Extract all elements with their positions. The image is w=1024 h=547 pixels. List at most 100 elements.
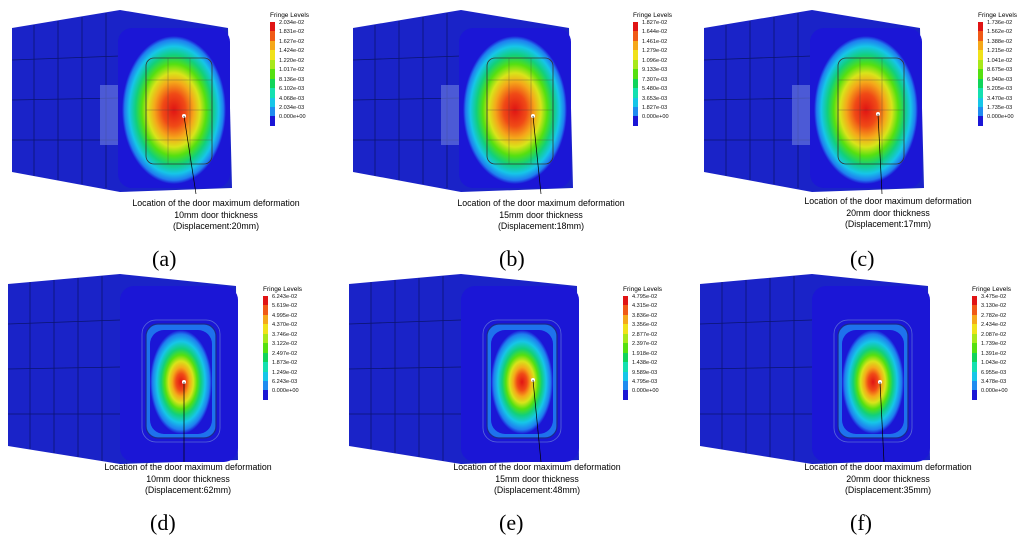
fea-model-render [11,10,232,195]
caption-thickness: 20mm door thickness [846,473,930,484]
fringe-value: 0.000e+00 [632,388,659,395]
fringe-value: 3.470e-03 [987,95,1013,102]
fringe-value: 1.220e-02 [279,57,305,64]
caption: Location of the door maximum deformation… [116,198,316,233]
color-scale-segment [623,362,628,372]
color-scale-segment [633,22,638,32]
fringe-value: 2.034e-03 [279,104,305,111]
fringe-value: 1.918e-02 [632,350,658,357]
caption-thickness: 10mm door thickness [174,209,258,220]
color-scale-segment [270,97,275,107]
color-scale-segment [623,314,628,325]
color-scale-segment [263,305,268,315]
fringe-value: 6.243e-03 [272,378,298,385]
color-scale-segment [623,352,628,363]
side-grille [792,85,810,145]
panel-label: (f) [850,510,872,535]
fringe-value: 6.940e-03 [987,76,1013,83]
fringe-title: Fringe Levels [623,286,663,293]
fringe-value: 1.391e-02 [981,350,1007,357]
color-scale-bar [972,296,977,400]
color-scale-segment [972,352,977,363]
fringe-value: 7.307e-03 [642,76,668,83]
caption-location: Location of the door maximum deformation [457,198,625,208]
fringe-value: 2.034e-02 [279,20,305,26]
fringe-value: 1.627e-02 [279,38,305,45]
color-scale-segment [270,88,275,98]
color-scale-segment [972,343,977,353]
fringe-value: 3.122e-02 [272,341,298,348]
panel-label: (e) [499,510,524,535]
fringe-value: 2.877e-02 [632,331,658,338]
caption: Location of the door maximum deformation… [437,462,637,497]
color-scale-bar [270,22,275,126]
caption-location: Location of the door maximum deformation [453,462,621,472]
fringe-value: 3.130e-02 [981,303,1007,310]
fringe-value: 4.315e-02 [632,303,658,310]
color-scale-segment [623,390,628,400]
color-scale-segment [633,116,638,126]
figure-panel-e: Fringe Levels 4.795e-02 4.315e-02 3.836e… [341,274,682,547]
color-scale-segment [978,40,983,51]
fringe-value: 5.480e-03 [642,86,668,93]
color-scale-segment [270,22,275,32]
fringe-title: Fringe Levels [972,286,1012,293]
color-scale-segment [978,106,983,117]
fringe-value: 2.497e-02 [272,350,298,357]
fringe-value: 4.370e-02 [272,322,298,329]
color-scale-segment [263,380,268,391]
fringe-value: 1.041e-02 [987,57,1013,64]
caption-displacement: (Displacement:18mm) [497,221,585,231]
fringe-value: 1.739e-02 [981,341,1007,348]
color-scale-segment [978,116,983,126]
color-scale-segment [270,50,275,60]
caption-thickness: 15mm door thickness [495,473,579,484]
fringe-value: 3.746e-02 [272,331,298,338]
fringe-value: 2.397e-02 [632,341,658,348]
fringe-value: 0.000e+00 [272,388,299,395]
fringe-value: 2.434e-02 [981,322,1007,329]
color-scale-segment [972,324,977,334]
color-scale-segment [270,40,275,51]
fringe-value: 3.653e-03 [642,95,668,102]
color-scale-segment [972,296,977,306]
color-scale-segment [623,305,628,315]
fringe-value: 3.356e-02 [632,322,658,329]
fringe-value: 4.795e-03 [632,378,658,385]
fringe-value: 5.619e-02 [272,303,298,310]
color-scale-segment [263,314,268,325]
fringe-value: 1.827e-03 [642,104,668,111]
color-scale-segment [978,97,983,107]
color-scale-segment [978,69,983,79]
color-scale-segment [972,380,977,391]
leader-line [183,115,197,195]
fringe-value: 1.461e-02 [642,38,668,45]
fringe-value: 5.205e-03 [987,86,1013,93]
color-scale-segment [270,78,275,89]
color-scale-segment [623,380,628,391]
color-scale-segment [270,106,275,117]
color-scale-segment [978,22,983,32]
panel-label: (b) [499,246,525,271]
color-scale-segment [633,59,638,70]
side-grille [441,85,459,145]
fringe-value: 9.133e-03 [642,67,668,74]
color-scale-segment [978,59,983,70]
fringe-value: 1.873e-02 [272,360,298,367]
fringe-value: 0.000e+00 [642,114,669,121]
fringe-value: 6.955e-03 [981,369,1007,376]
color-scale-segment [978,31,983,41]
color-scale-segment [972,390,977,400]
fringe-title: Fringe Levels [263,286,303,293]
color-scale-segment [263,324,268,334]
color-scale-bar [263,296,268,400]
fringe-value: 4.995e-02 [272,312,298,319]
caption: Location of the door maximum deformation… [88,462,288,497]
color-scale-segment [972,362,977,372]
color-scale-bar [633,22,638,126]
caption-thickness: 20mm door thickness [846,207,930,218]
color-scale-bar [623,296,628,400]
fea-model-render [352,10,573,195]
fringe-value: 4.795e-02 [632,294,658,300]
fringe-value: 6.102e-03 [279,86,305,93]
